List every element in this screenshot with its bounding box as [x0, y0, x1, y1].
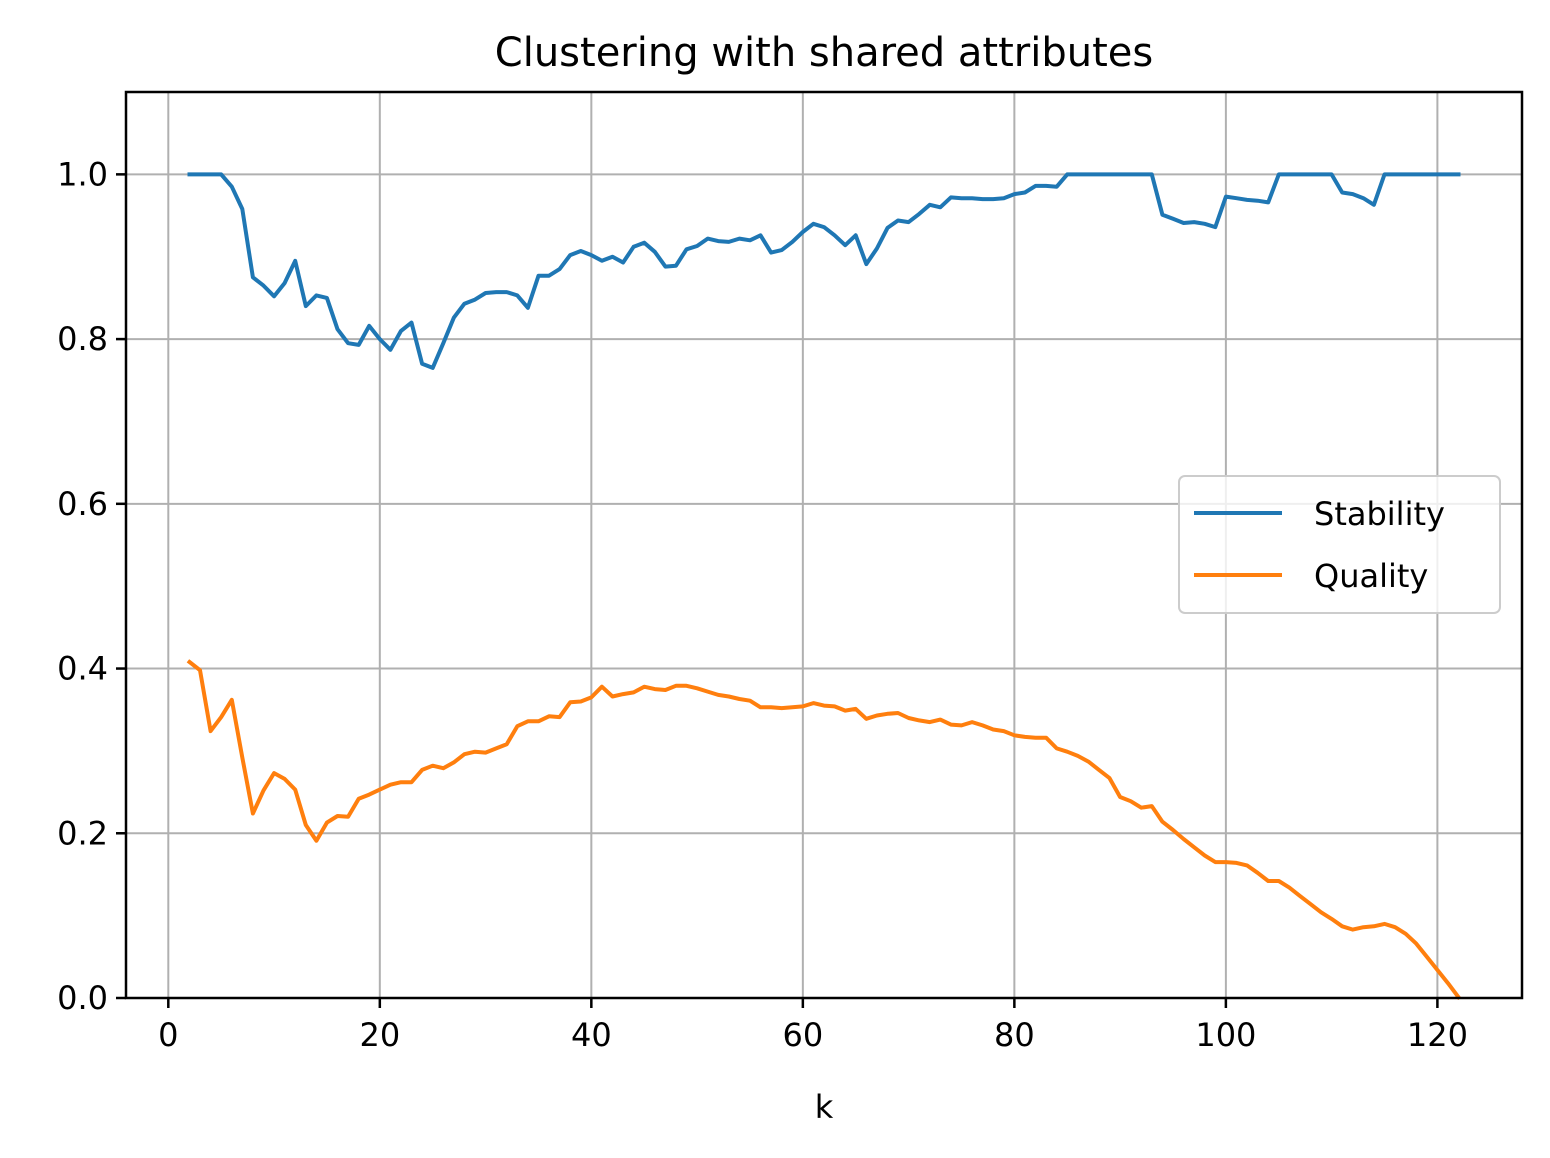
y-tick-label: 0.4 [57, 650, 108, 688]
y-tick-label: 0.6 [57, 485, 108, 523]
x-axis-label: k [815, 1088, 834, 1126]
series-line-quality [186, 659, 1462, 1001]
plot-frame [124, 90, 1524, 1000]
legend: Stability Quality [1178, 475, 1501, 614]
chart-title: Clustering with shared attributes [495, 30, 1153, 76]
x-tick-label: 20 [359, 1016, 400, 1054]
x-tick-label: 100 [1195, 1016, 1256, 1054]
axis-ticks: 0 20 40 60 80 100 120 0.0 0.2 0.4 0.6 0.8 1.0 [57, 155, 1468, 1054]
y-tick-label: 0.2 [57, 814, 108, 852]
series-line-stability [187, 172, 1461, 370]
y-tick-label: 1.0 [57, 155, 108, 193]
legend-box [1178, 475, 1501, 614]
x-tick-label: 60 [782, 1016, 823, 1054]
x-tick-label: 40 [571, 1016, 612, 1054]
legend-label-stability: Stability [1314, 495, 1445, 533]
x-tick-label: 120 [1407, 1016, 1468, 1054]
x-tick-label: 0 [158, 1016, 178, 1054]
y-tick-label: 0.8 [57, 320, 108, 358]
y-tick-label: 0.0 [57, 979, 108, 1017]
series-layer [186, 172, 1462, 1001]
x-tick-label: 80 [994, 1016, 1035, 1054]
legend-label-quality: Quality [1314, 557, 1428, 595]
